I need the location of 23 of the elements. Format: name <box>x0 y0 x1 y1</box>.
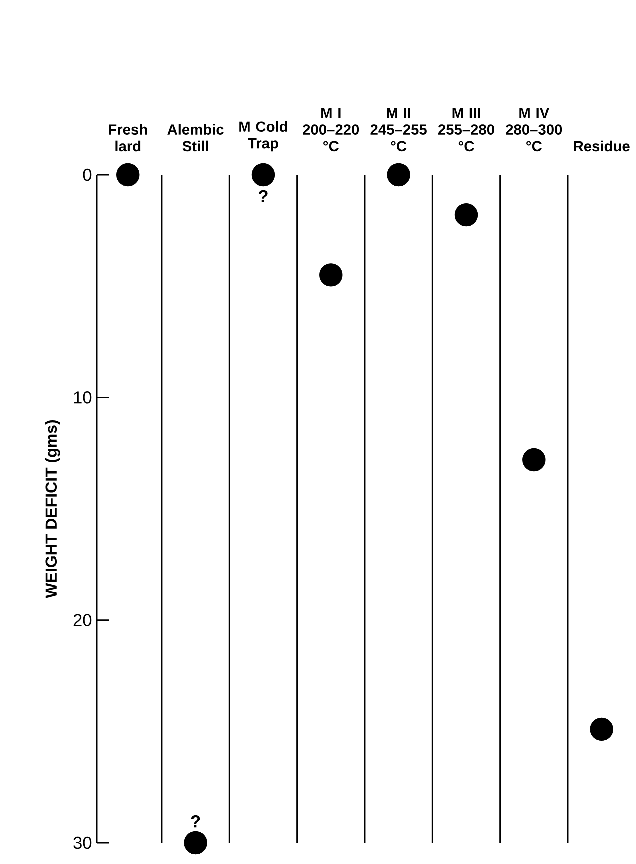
point <box>184 831 208 855</box>
point <box>590 718 614 742</box>
x-tick-label: Residue <box>574 140 630 152</box>
x-tick-label: M III 255–280 °C <box>438 108 494 152</box>
x-tick-label: M Cold Trap <box>240 121 288 152</box>
y-axis-title: WEIGHT DEFICIT (gms) <box>45 420 60 598</box>
point <box>522 448 546 472</box>
y-tick-label: 30 <box>74 836 92 850</box>
y-tick-label: 20 <box>74 614 92 626</box>
annotation: ? <box>191 816 200 828</box>
point <box>116 163 140 187</box>
x-tick-label: M IV 280–300 °C <box>506 108 562 152</box>
point <box>387 163 410 187</box>
x-tick-label: Fresh lard <box>109 124 148 152</box>
y-tick-label: 0 <box>83 168 92 182</box>
y-tick-label: 10 <box>74 392 92 404</box>
x-tick-label: M II 245–255 °C <box>370 108 427 152</box>
point <box>454 203 478 227</box>
x-tick-label: M I 200–220 °C <box>303 108 360 152</box>
point <box>252 163 276 187</box>
point <box>320 264 343 287</box>
annotation: ? <box>258 190 268 202</box>
x-tick-label: Alembic Still <box>168 124 224 152</box>
